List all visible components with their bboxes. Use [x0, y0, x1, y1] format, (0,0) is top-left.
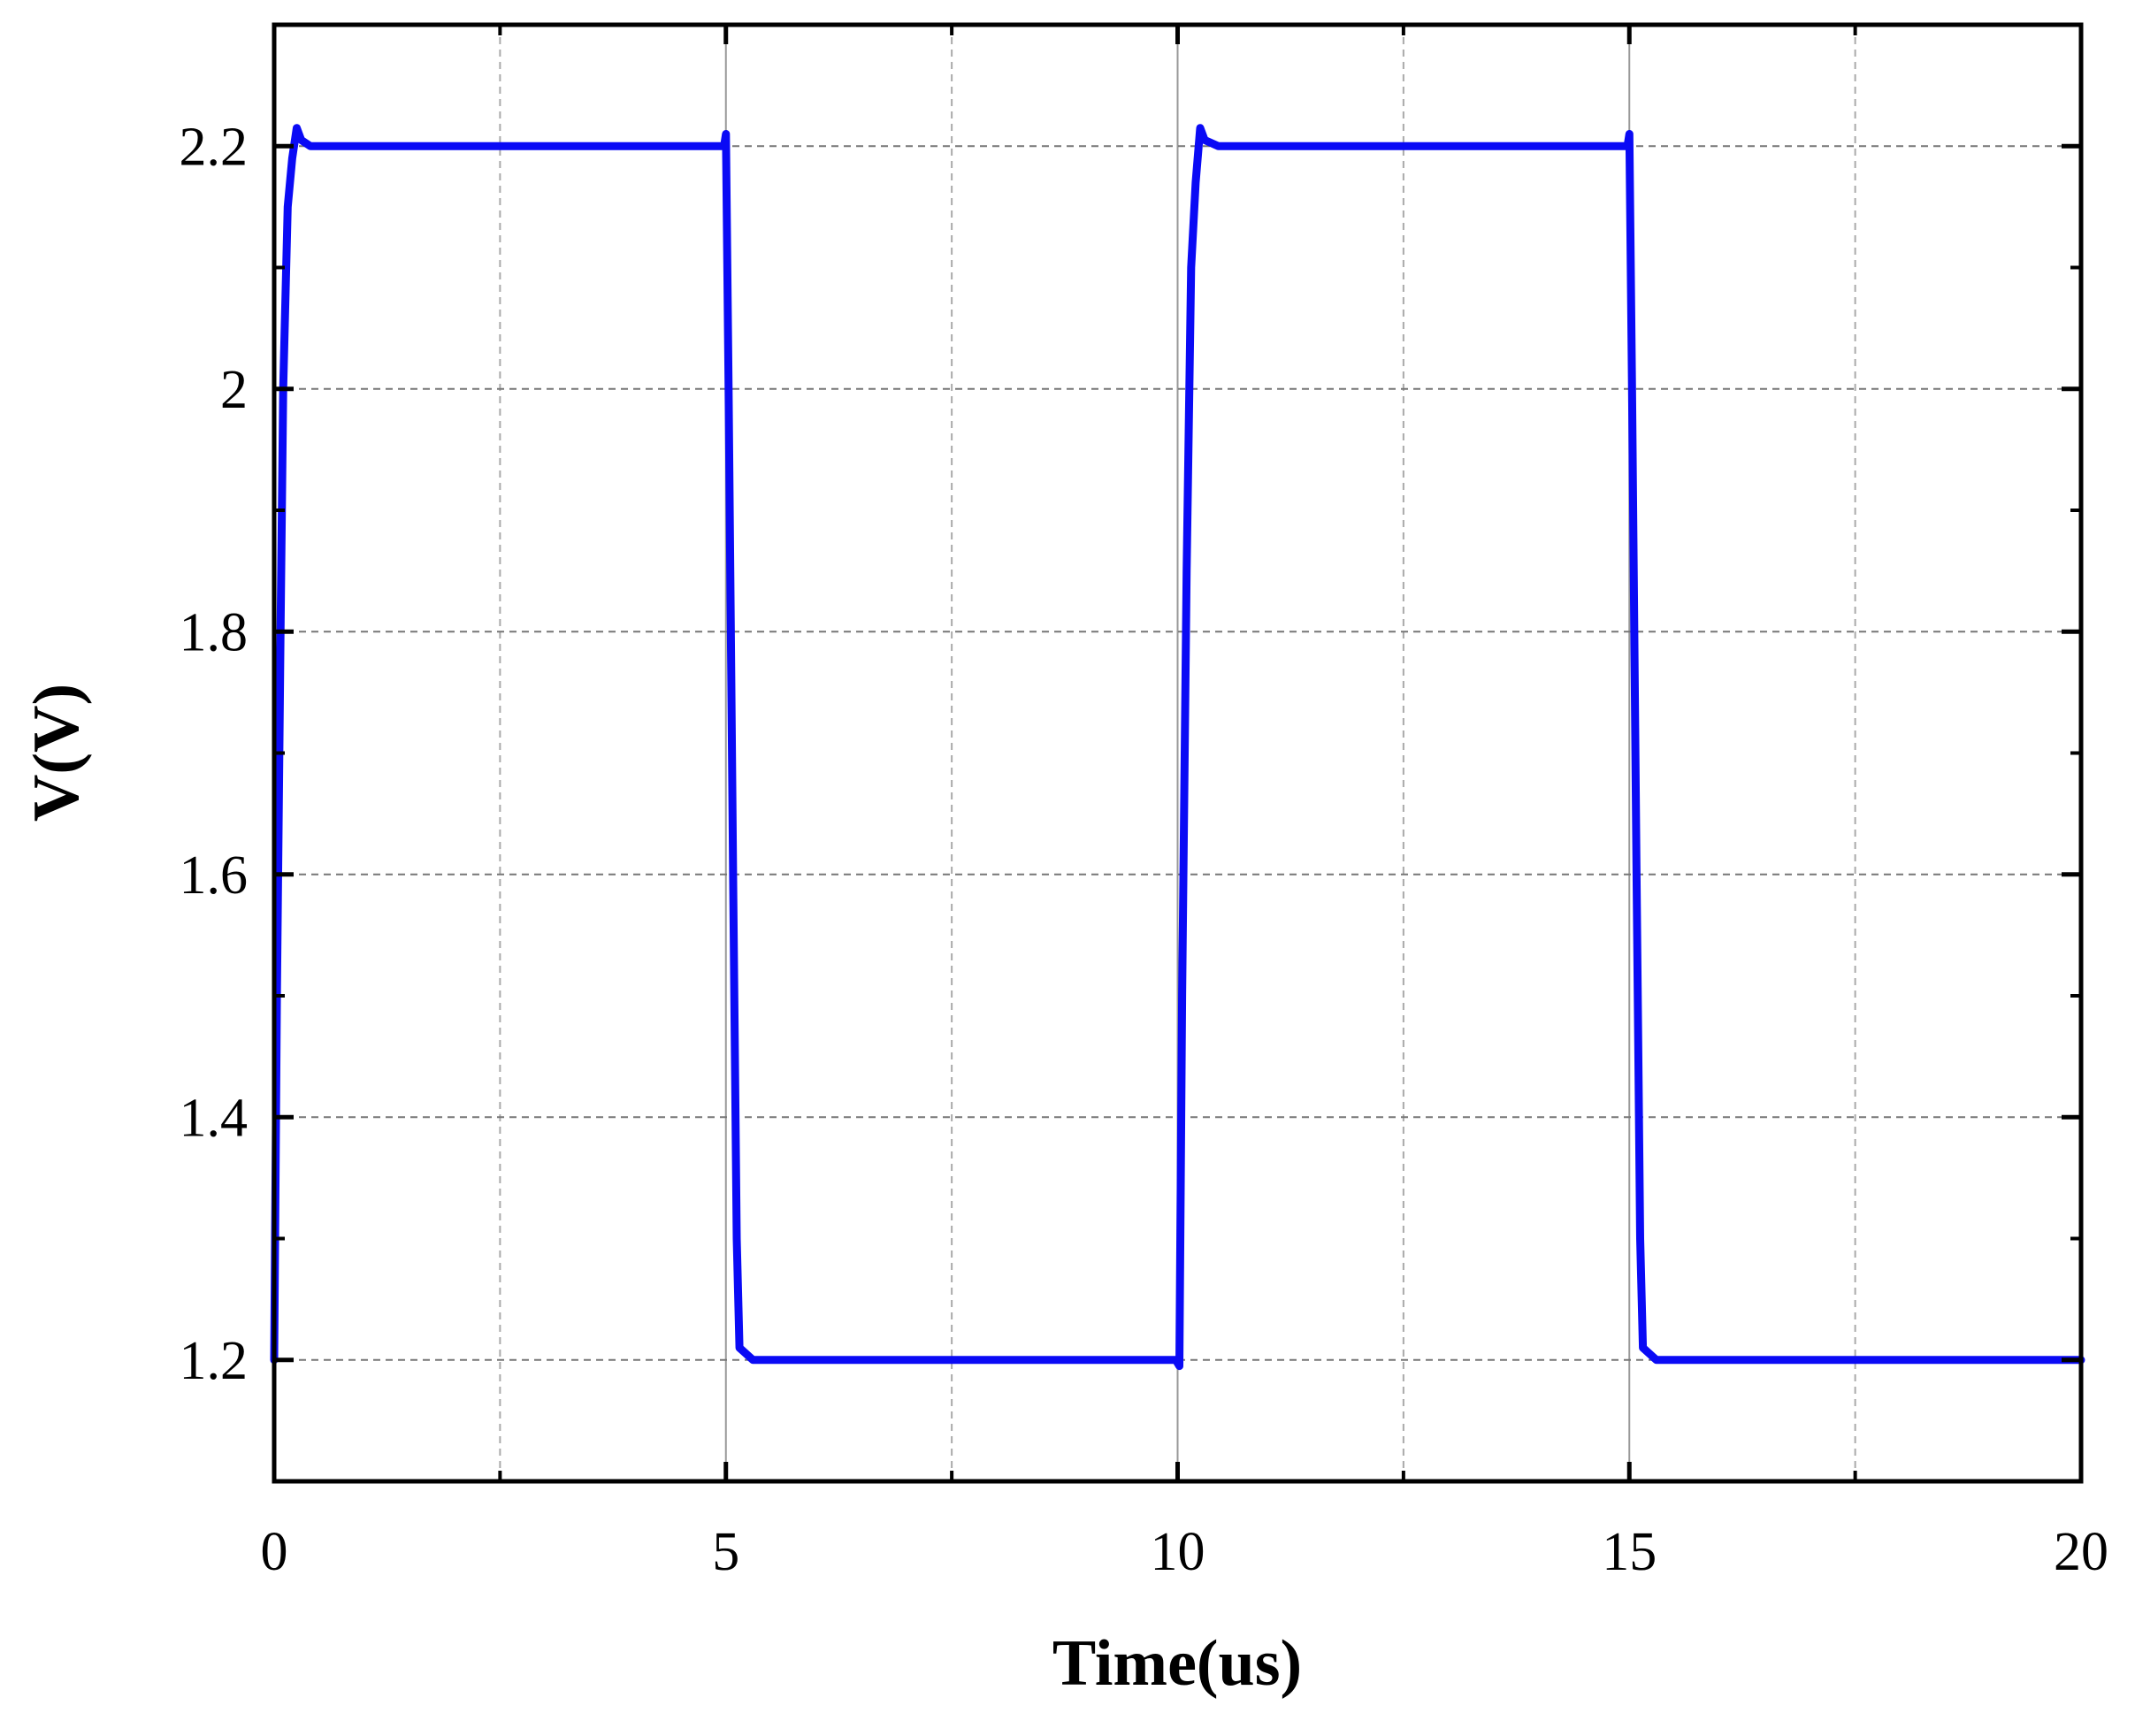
data-line: [270, 124, 2085, 1371]
plot: [270, 124, 2085, 1371]
y-tick-label: 1.6: [180, 845, 249, 906]
y-axis-title: V(V): [20, 684, 93, 822]
y-tick-label: 2: [220, 360, 248, 420]
y-tick-label: 1.2: [180, 1331, 249, 1391]
x-axis-title: Time(us): [1052, 1627, 1302, 1700]
x-tick-label: 5: [712, 1522, 739, 1582]
y-tick-label: 2.2: [180, 117, 249, 177]
y-tick-label: 1.4: [180, 1088, 249, 1148]
x-tick-label: 10: [1151, 1522, 1205, 1582]
x-tick-label: 15: [1602, 1522, 1657, 1582]
ticks: 0 5 10 15 20 1.2 1.4 1.6 1.8 2 2.2: [180, 25, 2108, 1582]
y-tick-label: 1.8: [180, 602, 249, 662]
x-tick-label: 20: [2054, 1522, 2108, 1582]
x-tick-label: 0: [261, 1522, 288, 1582]
